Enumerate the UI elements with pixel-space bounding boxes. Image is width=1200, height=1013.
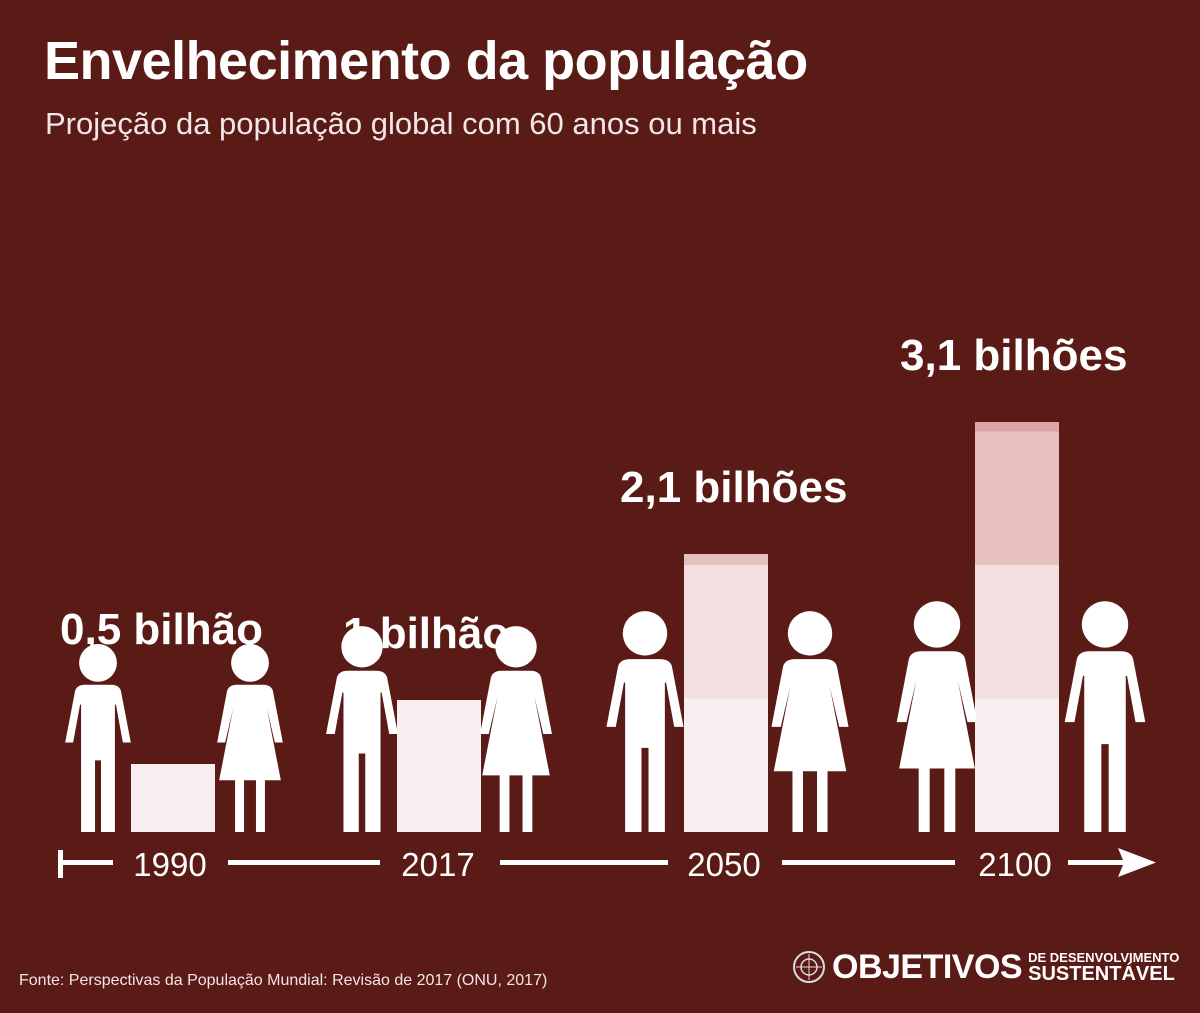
bar-segment-2050	[684, 565, 768, 699]
year-label-2050: 2050	[687, 846, 760, 883]
bar-segment-2050	[684, 698, 768, 832]
logo-line2: SUSTENTÁVEL	[1028, 962, 1175, 985]
arrow-head-icon	[1118, 848, 1156, 877]
bar-segment-2100	[975, 565, 1059, 699]
timeline-axis	[58, 848, 1156, 878]
bar-segment-2050	[684, 554, 768, 565]
data-label-1990: 0,5 bilhão	[60, 605, 263, 654]
man-figure-icon	[606, 611, 684, 832]
source-note: Fonte: Perspectivas da População Mundial…	[19, 972, 548, 989]
man-figure-icon	[1064, 601, 1146, 832]
data-label-2050: 2,1 bilhões	[620, 463, 847, 512]
chart-subtitle: Projeção da população global com 60 anos…	[45, 106, 757, 141]
man-figure-icon	[326, 626, 398, 832]
bar-segment-2100	[975, 698, 1059, 832]
sdg-logo: OBJETIVOS DE DESENVOLVIMENTO SUSTENTÁVEL	[792, 950, 1179, 984]
un-emblem-icon	[793, 951, 825, 983]
year-label-2100: 2100	[978, 846, 1051, 883]
logo-main-text: OBJETIVOS	[832, 948, 1023, 986]
timeline-segment	[500, 860, 668, 865]
woman-figure-icon	[896, 601, 978, 832]
data-label-2017: 1 bilhão	[343, 609, 509, 658]
year-label-2017: 2017	[401, 846, 474, 883]
woman-figure-icon	[480, 626, 552, 832]
woman-figure-icon	[217, 643, 283, 832]
bar-segment-1990	[131, 764, 215, 832]
timeline-segment	[58, 860, 113, 865]
bar-segment-2017	[397, 700, 481, 832]
man-figure-icon	[65, 643, 131, 832]
logo-line1: DE DESENVOLVIMENTO	[1028, 949, 1180, 965]
timeline-segment	[782, 860, 955, 865]
timeline-segment	[1068, 860, 1138, 865]
bar-segment-2100	[975, 431, 1059, 565]
year-label-1990: 1990	[133, 846, 206, 883]
timeline-segment	[228, 860, 380, 865]
chart-title: Envelhecimento da população	[44, 31, 808, 91]
data-label-2100: 3,1 bilhões	[900, 331, 1127, 380]
woman-figure-icon	[771, 611, 849, 832]
bar-segment-2100	[975, 422, 1059, 432]
